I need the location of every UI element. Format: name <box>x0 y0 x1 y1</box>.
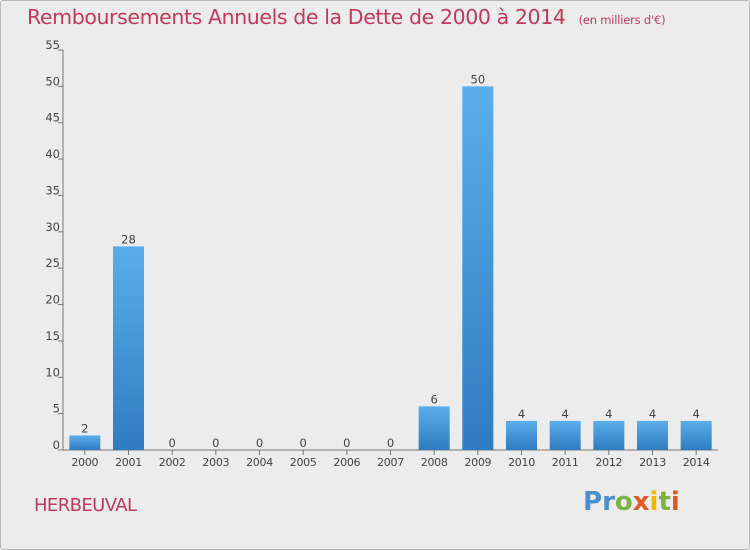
x-tick-label: 2008 <box>421 456 448 469</box>
x-tick-label: 2011 <box>552 456 579 469</box>
bar <box>69 435 101 450</box>
data-label: 2 <box>81 421 88 435</box>
data-label: 0 <box>169 436 176 450</box>
data-label: 0 <box>387 436 394 450</box>
y-tick-label: 10 <box>45 365 60 379</box>
y-tick-label: 35 <box>45 183 60 197</box>
data-label: 4 <box>693 407 700 421</box>
chart-title-block: Remboursements Annuels de la Dette de 20… <box>27 5 666 29</box>
x-tick-label: 2002 <box>159 456 186 469</box>
x-tick-label: 2001 <box>115 456 142 469</box>
data-label: 4 <box>605 407 612 421</box>
x-tick-label: 2013 <box>639 456 666 469</box>
logo-letter: i <box>649 487 659 517</box>
x-tick-label: 2014 <box>683 456 710 469</box>
data-label: 28 <box>121 232 136 246</box>
x-tick-label: 2007 <box>377 456 404 469</box>
data-label: 4 <box>649 407 656 421</box>
bar <box>637 420 668 450</box>
y-tick-label: 45 <box>45 111 60 125</box>
logo-letter: x <box>632 487 650 517</box>
y-tick-label: 0 <box>53 438 60 452</box>
data-label: 0 <box>256 436 263 450</box>
x-tick-label: 2004 <box>246 456 273 469</box>
y-tick-label: 30 <box>45 220 60 234</box>
bar <box>113 246 144 450</box>
data-label: 4 <box>562 407 569 421</box>
x-tick-label: 2003 <box>202 456 229 469</box>
chart-subtitle: (en milliers d'€) <box>578 13 666 27</box>
data-label: 6 <box>431 392 438 406</box>
y-tick-label: 40 <box>45 147 60 161</box>
y-tick-label: 20 <box>45 293 60 307</box>
y-tick-label: 25 <box>45 256 60 270</box>
logo-letter: P <box>583 487 603 517</box>
data-label: 50 <box>471 72 486 86</box>
logo-letter: r <box>602 487 615 517</box>
data-label: 4 <box>518 407 525 421</box>
bar <box>506 420 537 450</box>
bar <box>462 86 494 450</box>
bar <box>418 406 450 450</box>
x-tick-label: 2009 <box>464 456 491 469</box>
y-tick-label: 15 <box>45 329 60 343</box>
proxiti-logo: Proxiti <box>583 487 680 517</box>
x-tick-label: 2012 <box>595 456 622 469</box>
x-tick-label: 2005 <box>290 456 317 469</box>
data-label: 0 <box>212 436 219 450</box>
bar <box>549 420 581 450</box>
logo-letter: t <box>658 487 671 517</box>
logo-letter: o <box>614 487 633 517</box>
bar <box>680 420 712 450</box>
y-tick-label: 55 <box>45 38 60 52</box>
y-tick-label: 5 <box>53 402 60 416</box>
logo-letter: i <box>670 487 680 517</box>
data-label: 0 <box>343 436 350 450</box>
x-tick-label: 2006 <box>333 456 360 469</box>
x-tick-label: 2010 <box>508 456 535 469</box>
data-label: 0 <box>300 436 307 450</box>
y-tick-label: 50 <box>45 74 60 88</box>
bar <box>593 420 625 450</box>
place-name: HERBEUVAL <box>34 495 137 516</box>
chart-title: Remboursements Annuels de la Dette de 20… <box>27 5 566 29</box>
x-tick-label: 2000 <box>71 456 98 469</box>
